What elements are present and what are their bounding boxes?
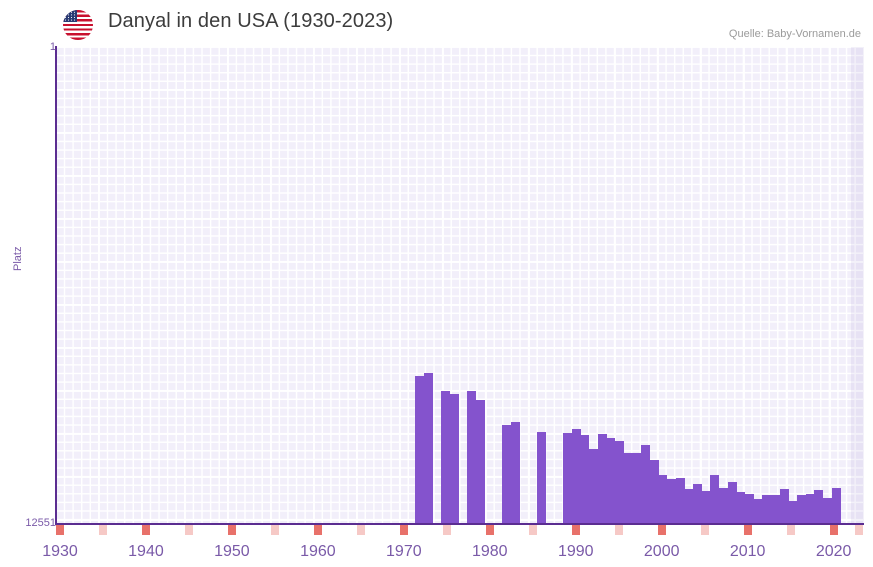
bar-1997[interactable] — [615, 441, 624, 524]
bar-2020[interactable] — [814, 490, 823, 524]
bar-2009[interactable] — [719, 488, 728, 524]
x-tick-label-1930: 1930 — [42, 543, 78, 560]
x-axis-line — [55, 523, 864, 525]
bar-1985[interactable] — [511, 422, 520, 524]
chart-header: Danyal in den USA (1930-2023) Quelle: Ba… — [0, 0, 873, 44]
x-tick-mark-minor-1985 — [528, 525, 537, 535]
x-tick-mark-1940 — [141, 525, 150, 535]
x-tick-label-2020: 2020 — [815, 543, 852, 560]
x-tick-label-1970: 1970 — [386, 543, 422, 560]
bar-2005[interactable] — [684, 489, 693, 524]
x-tick-mark-minor-1945 — [184, 525, 193, 535]
x-axis-ticks: 1930 1940 1950 1960 1970 1980 1990 2000 2010 2020 — [0, 525, 873, 567]
x-tick-mark-minor-1935 — [98, 525, 107, 535]
bar-2001[interactable] — [650, 460, 659, 524]
bar-1977[interactable] — [441, 391, 450, 524]
page-title: Danyal in den USA (1930-2023) — [108, 10, 394, 32]
bar-2002[interactable] — [658, 475, 667, 524]
bar-2010[interactable] — [728, 482, 737, 524]
flag-canton — [63, 10, 77, 22]
x-tick-mark-1970 — [399, 525, 408, 535]
bar-2004[interactable] — [676, 478, 685, 524]
bar-2012[interactable] — [745, 494, 754, 524]
y-axis-title: Platz — [12, 246, 24, 271]
x-tick-mark-1960 — [313, 525, 322, 535]
bar-2018[interactable] — [797, 495, 806, 524]
bar-2014[interactable] — [762, 495, 771, 524]
bar-1998[interactable] — [624, 453, 633, 524]
bar-2006[interactable] — [693, 484, 702, 524]
x-tick-label-2010: 2010 — [729, 543, 766, 560]
bar-1974[interactable] — [415, 376, 424, 524]
x-tick-mark-1990 — [571, 525, 580, 535]
bar-1981[interactable] — [476, 400, 485, 524]
x-tick-mark-2000 — [657, 525, 666, 535]
y-tick-label-bottom: 12551 — [25, 517, 56, 529]
bar-2019[interactable] — [806, 494, 815, 524]
x-tick-mark-2020 — [829, 525, 838, 535]
x-tick-mark-minor-1955 — [270, 525, 279, 535]
x-tick-mark-1930 — [56, 525, 64, 535]
bar-1975[interactable] — [424, 373, 433, 524]
y-tick-label-top: 1 — [49, 41, 56, 53]
x-tick-mark-minor-2015 — [786, 525, 795, 535]
bar-1996[interactable] — [606, 438, 615, 524]
source-label: Quelle: Baby-Vornamen.de — [728, 28, 861, 40]
bar-1999[interactable] — [632, 453, 641, 524]
x-tick-mark-minor-2023 — [855, 525, 864, 535]
bar-2013[interactable] — [754, 499, 763, 524]
x-tick-label-1950: 1950 — [214, 543, 250, 560]
y-axis-line — [55, 46, 57, 525]
bar-1995[interactable] — [598, 434, 607, 524]
x-tick-mark-minor-1975 — [442, 525, 451, 535]
bar-1991[interactable] — [563, 433, 572, 524]
bar-2011[interactable] — [736, 492, 745, 524]
bar-2015[interactable] — [771, 495, 780, 524]
bar-1988[interactable] — [537, 432, 546, 524]
bar-2017[interactable] — [788, 501, 797, 524]
bar-2016[interactable] — [780, 489, 789, 524]
x-tick-mark-minor-1995 — [614, 525, 623, 535]
bar-1984[interactable] — [502, 425, 511, 524]
bar-2022[interactable] — [832, 488, 841, 524]
x-tick-mark-1950 — [227, 525, 236, 535]
bar-1992[interactable] — [572, 429, 581, 524]
x-tick-mark-2010 — [743, 525, 752, 535]
bar-series — [56, 47, 864, 524]
bar-1978[interactable] — [450, 394, 459, 524]
bar-2003[interactable] — [667, 479, 676, 524]
bar-2021[interactable] — [823, 498, 832, 524]
bar-2008[interactable] — [710, 475, 719, 524]
grid-major — [56, 47, 864, 524]
x-tick-mark-minor-2005 — [700, 525, 709, 535]
plot-area — [56, 47, 864, 524]
bar-1980[interactable] — [467, 391, 476, 524]
x-tick-mark-minor-1965 — [356, 525, 365, 535]
us-flag-icon — [63, 10, 93, 40]
x-tick-label-2000: 2000 — [643, 543, 680, 560]
bar-2000[interactable] — [641, 445, 650, 524]
bar-1994[interactable] — [589, 449, 598, 524]
bar-2007[interactable] — [702, 491, 711, 524]
x-tick-label-1980: 1980 — [471, 543, 508, 560]
x-tick-label-1990: 1990 — [557, 543, 594, 560]
x-tick-mark-1980 — [485, 525, 494, 535]
bar-1993[interactable] — [580, 435, 589, 524]
x-tick-label-1940: 1940 — [128, 543, 164, 560]
x-tick-label-1960: 1960 — [300, 543, 336, 560]
